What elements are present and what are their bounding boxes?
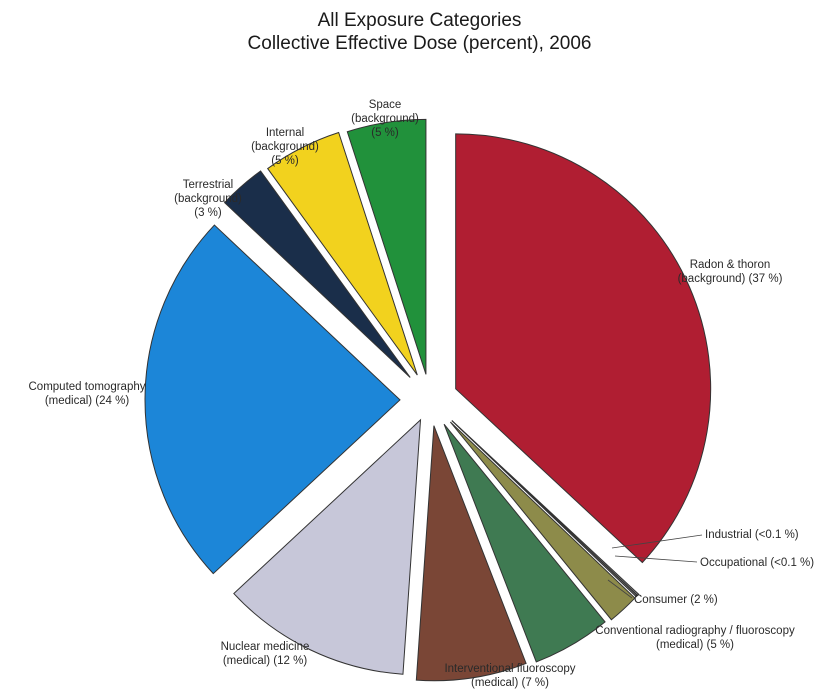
leader-occupational bbox=[614, 555, 698, 563]
pie-slice-consumer bbox=[449, 421, 636, 621]
pie-slice-terrestrial bbox=[223, 170, 411, 378]
leader-consumer bbox=[607, 579, 633, 599]
pie-slice-nuclear bbox=[233, 418, 422, 675]
label-consumer: Consumer (2 %) bbox=[634, 594, 718, 606]
label-space: Space (background) (5 %) bbox=[351, 99, 419, 139]
label-interventional: Interventional fluoroscopy (medical) (7 … bbox=[444, 663, 576, 689]
label-internal: Internal (background) (5 %) bbox=[251, 127, 319, 167]
label-ct: Computed tomography (medical) (24 %) bbox=[28, 381, 146, 407]
pie-slice-radiography bbox=[443, 423, 606, 663]
pie-slice-internal bbox=[266, 131, 418, 376]
label-terrestrial: Terrestrial (background) (3 %) bbox=[174, 179, 242, 219]
label-industrial: Industrial (<0.1 %) bbox=[705, 529, 799, 541]
chart-title: All Exposure Categories bbox=[317, 10, 522, 31]
chart-subtitle: Collective Effective Dose (percent), 200… bbox=[247, 33, 592, 54]
pie-slice-radon bbox=[455, 133, 712, 564]
label-nuclear: Nuclear medicine (medical) (12 %) bbox=[220, 641, 310, 667]
pie-slice-occupational bbox=[451, 420, 639, 598]
label-occupational: Occupational (<0.1 %) bbox=[700, 557, 815, 569]
leader-industrial bbox=[611, 534, 703, 549]
pie-slice-space bbox=[346, 118, 427, 375]
pie-slice-interventional bbox=[415, 425, 527, 682]
label-radiography: Conventional radiography / fluoroscopy (… bbox=[595, 625, 795, 651]
label-radon: Radon & thoron (background) (37 %) bbox=[677, 259, 783, 285]
pie-slice-ct bbox=[144, 224, 401, 575]
